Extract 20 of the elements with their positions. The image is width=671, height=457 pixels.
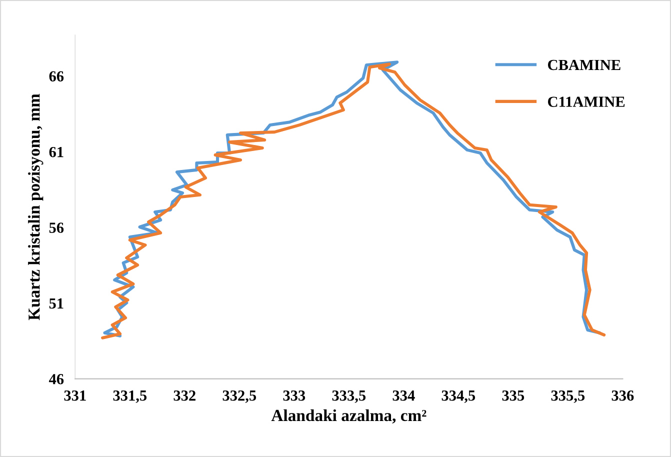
y-tick-label: 51 xyxy=(49,298,64,309)
y-axis-title: Kuartz kristalin pozisyonu, mm xyxy=(28,94,44,320)
x-tick-label: 336 xyxy=(612,390,634,401)
x-tick-label: 335 xyxy=(502,390,524,401)
y-tick-label: 61 xyxy=(49,146,64,158)
legend-label: C11AMINE xyxy=(548,96,625,107)
x-tick-label: 334,5 xyxy=(442,390,476,403)
x-tick-label: 333,5 xyxy=(332,390,366,403)
x-tick-label: 333 xyxy=(283,390,306,401)
x-tick-label: 332,5 xyxy=(222,390,256,403)
y-tick-label: 56 xyxy=(49,222,64,233)
x-axis-title: Alandaki azalma, cm² xyxy=(271,409,426,424)
x-tick-label: 335,5 xyxy=(551,390,585,403)
x-tick-label: 331 xyxy=(64,390,86,401)
x-tick-label: 332 xyxy=(174,390,196,401)
y-tick-label: 46 xyxy=(48,374,64,384)
x-tick-label: 331,5 xyxy=(113,390,147,403)
x-tick-label: 334 xyxy=(392,390,415,401)
y-tick-label: 66 xyxy=(49,71,64,82)
legend-label: CBAMINE xyxy=(548,60,620,70)
